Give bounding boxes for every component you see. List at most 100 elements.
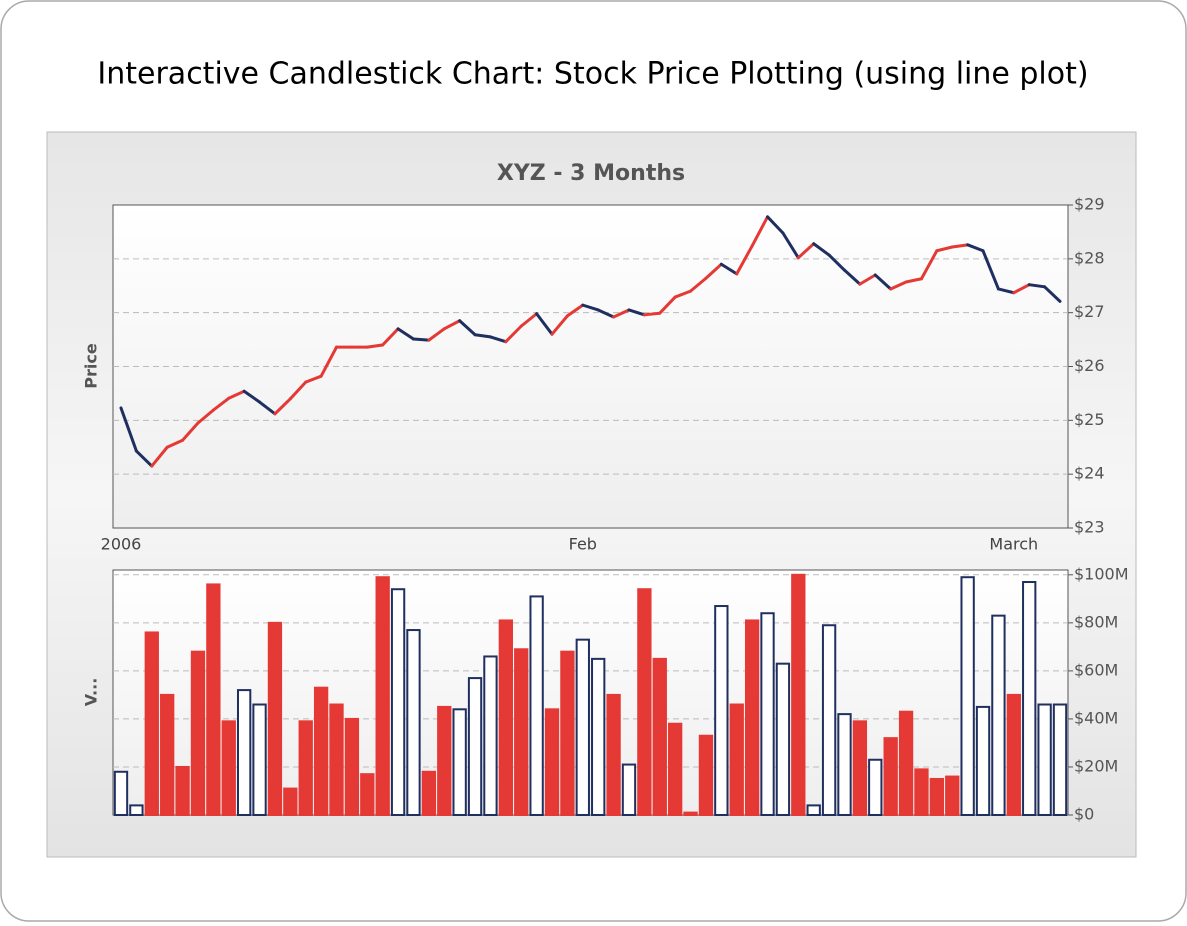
volume-bar xyxy=(637,588,652,817)
price-segment xyxy=(904,277,923,284)
volume-bar xyxy=(221,720,236,817)
volume-bar xyxy=(714,605,729,816)
price-segment xyxy=(827,253,846,272)
price-segment xyxy=(950,243,970,249)
price-segment xyxy=(273,397,292,416)
y-tick-label: $80M xyxy=(1074,612,1118,631)
price-segment xyxy=(396,327,415,341)
x-tick-label: Feb xyxy=(569,535,597,554)
price-segment xyxy=(196,408,215,425)
price-segment xyxy=(981,249,1000,291)
price-segment xyxy=(211,396,231,412)
volume-bar xyxy=(298,720,313,817)
volume-bar xyxy=(775,662,791,816)
volume-bar xyxy=(175,765,190,816)
volume-bar xyxy=(960,576,975,816)
price-segment xyxy=(365,343,385,349)
volume-bar xyxy=(252,703,267,817)
marks: $23 $24 $25 $26 $27 $28 $29 2006 Feb March $0 $20M $… xyxy=(101,195,1129,824)
price-segment xyxy=(411,337,431,342)
y-tick-label: $60M xyxy=(1074,660,1118,679)
price-segment xyxy=(1012,283,1031,295)
price-segment xyxy=(935,245,954,253)
price-segment xyxy=(242,389,262,404)
price-segment xyxy=(119,406,138,453)
price-segment xyxy=(319,345,339,378)
volume-bar xyxy=(1052,703,1068,817)
price-segment xyxy=(581,303,600,312)
volume-bar xyxy=(360,773,375,817)
price-segment xyxy=(812,242,831,257)
volume-bar xyxy=(283,787,298,816)
price-segment xyxy=(596,308,616,319)
y-tick-label: $23 xyxy=(1074,518,1105,537)
volume-bar xyxy=(1037,703,1052,817)
volume-bar xyxy=(668,722,683,816)
price-segment xyxy=(150,445,169,468)
price-segment xyxy=(673,289,693,299)
x-tick-label: March xyxy=(989,535,1038,554)
volume-bar xyxy=(1022,581,1037,817)
price-segment xyxy=(535,312,554,336)
price-segment xyxy=(304,374,323,384)
volume-bar xyxy=(129,804,144,816)
volume-bar xyxy=(852,720,868,817)
price-segment xyxy=(658,295,677,315)
x-tick-label: 2006 xyxy=(101,535,142,554)
volume-bar xyxy=(113,770,129,817)
price-segment xyxy=(227,389,246,400)
page-title: Interactive Candlestick Chart: Stock Pri… xyxy=(97,57,1088,92)
volume-bar xyxy=(529,595,544,816)
price-segment xyxy=(442,319,462,331)
volume-bar xyxy=(437,705,452,816)
volume-bar xyxy=(914,768,929,816)
volume-bar xyxy=(206,583,221,816)
volume-bar xyxy=(406,629,421,816)
price-segment xyxy=(134,449,154,468)
price-segment xyxy=(873,273,893,291)
volume-bar xyxy=(621,763,637,817)
volume-bar xyxy=(929,777,945,816)
price-segment xyxy=(1043,285,1062,303)
volume-bar xyxy=(544,708,560,816)
volume-bar xyxy=(975,705,991,816)
price-segment xyxy=(919,249,939,281)
y-tick-label: $25 xyxy=(1074,410,1105,429)
volume-bar xyxy=(883,737,898,817)
price-segment xyxy=(488,335,508,344)
volume-bar xyxy=(837,713,852,817)
volume-bar xyxy=(760,612,775,816)
volume-bar xyxy=(560,650,575,817)
price-segment xyxy=(473,333,492,339)
volume-bar xyxy=(744,619,760,816)
price-segment xyxy=(381,327,400,347)
price-segment xyxy=(996,287,1016,295)
price-segment xyxy=(627,308,646,317)
price-segment xyxy=(842,268,862,286)
volume-bar xyxy=(683,811,698,816)
volume-bar xyxy=(313,686,329,817)
price-segment xyxy=(766,215,785,235)
volume-bar xyxy=(421,770,437,817)
volume-bar xyxy=(236,689,252,816)
volume-bar xyxy=(821,624,837,817)
price-segment xyxy=(858,273,877,286)
volume-bar xyxy=(1006,693,1021,817)
y-tick-label: $100M xyxy=(1074,564,1129,583)
price-segment xyxy=(565,303,585,318)
volume-bar xyxy=(160,693,175,817)
volume-bar xyxy=(344,717,360,816)
price-segment xyxy=(796,242,816,260)
price-segment xyxy=(550,314,569,336)
y-tick-label: $29 xyxy=(1074,195,1105,214)
y-tick-label: $28 xyxy=(1074,248,1105,267)
volume-bar xyxy=(791,573,806,816)
volume-bar xyxy=(452,708,467,816)
volume-bar xyxy=(514,648,529,816)
price-segment xyxy=(642,311,662,317)
price-segment xyxy=(165,438,185,449)
y-axis-label: Price xyxy=(82,343,101,389)
y-tick-label: $26 xyxy=(1074,356,1105,375)
price-segment xyxy=(181,421,200,442)
